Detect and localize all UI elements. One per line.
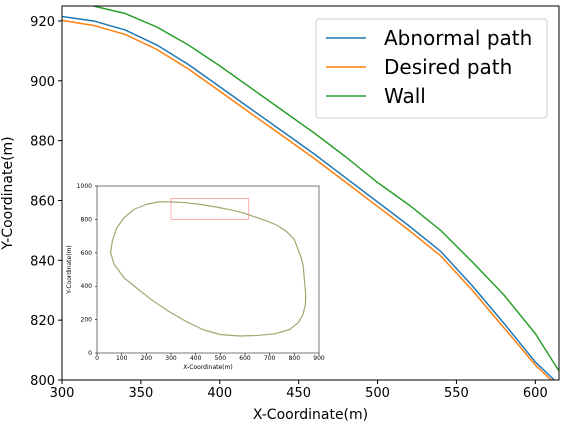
- inset-y-axis-title: Y-Coordinate(m): [66, 245, 73, 295]
- main-series-line-0: [62, 15, 555, 380]
- inset-y-tick-label: 200: [81, 317, 93, 324]
- inset-x-tick-label: 0: [95, 355, 99, 362]
- legend: Abnormal path Desired path Wall: [315, 18, 548, 119]
- inset-x-tick-label: 800: [289, 355, 301, 362]
- inset-group: 0 100 200 300 400 500 600 700 800 900 0 200 400 600 80…: [66, 183, 325, 371]
- main-x-tick-label: 300: [50, 386, 75, 401]
- inset-frame: [96, 185, 320, 354]
- inset-lines: [109, 201, 307, 337]
- inset-y-tick-label: 400: [81, 283, 93, 290]
- inset-x-tick-label: 600: [239, 355, 251, 362]
- inset-x-tick-label: 400: [190, 355, 202, 362]
- main-y-axis-title: Y-Coordinate(m): [0, 136, 16, 250]
- main-x-tick-label: 400: [207, 386, 232, 401]
- main-series-line-2: [93, 6, 559, 372]
- main-x-tick-label: 600: [523, 386, 548, 401]
- main-y-tick-label: 880: [30, 135, 55, 150]
- inset-y-tick-label: 600: [81, 250, 93, 257]
- inset-series-line-0: [109, 201, 307, 337]
- inset-y-tick-label: 0: [88, 350, 92, 357]
- legend-label-0: Abnormal path: [384, 26, 532, 50]
- inset-x-tick-label: 700: [264, 355, 276, 362]
- main-y-tick-label: 920: [30, 15, 55, 30]
- inset-x-tick-label: 900: [313, 355, 325, 362]
- main-x-axis-title: X-Coordinate(m): [253, 407, 368, 423]
- legend-box: [315, 18, 548, 119]
- main-series-line-1: [62, 19, 552, 380]
- main-y-tick-label: 800: [30, 374, 55, 389]
- main-y-tick-label: 860: [30, 194, 55, 209]
- main-x-tick-label: 500: [365, 386, 390, 401]
- inset-x-tick-label: 500: [215, 355, 227, 362]
- main-x-tick-label: 550: [444, 386, 469, 401]
- main-x-tick-label: 450: [286, 386, 311, 401]
- inset-x-axis-title: X-Coordinate(m): [183, 364, 232, 371]
- inset-highlight-region: [170, 198, 250, 220]
- main-y-tick-label: 840: [30, 254, 55, 269]
- legend-label-2: Wall: [384, 84, 426, 108]
- inset-y-tick-label: 1000: [77, 183, 92, 190]
- legend-label-1: Desired path: [384, 55, 512, 79]
- inset-x-tick-label: 200: [141, 355, 153, 362]
- inset-y-tick-label: 800: [81, 216, 93, 223]
- main-y-tick-label: 900: [30, 75, 55, 90]
- inset-plot-bg: [97, 186, 319, 353]
- inset-x-tick-label: 100: [116, 355, 128, 362]
- main-lines: [62, 6, 559, 380]
- main-frame: [61, 5, 560, 381]
- main-x-tick-label: 350: [128, 386, 153, 401]
- main-y-tick-label: 820: [30, 314, 55, 329]
- inset-x-tick-label: 300: [165, 355, 177, 362]
